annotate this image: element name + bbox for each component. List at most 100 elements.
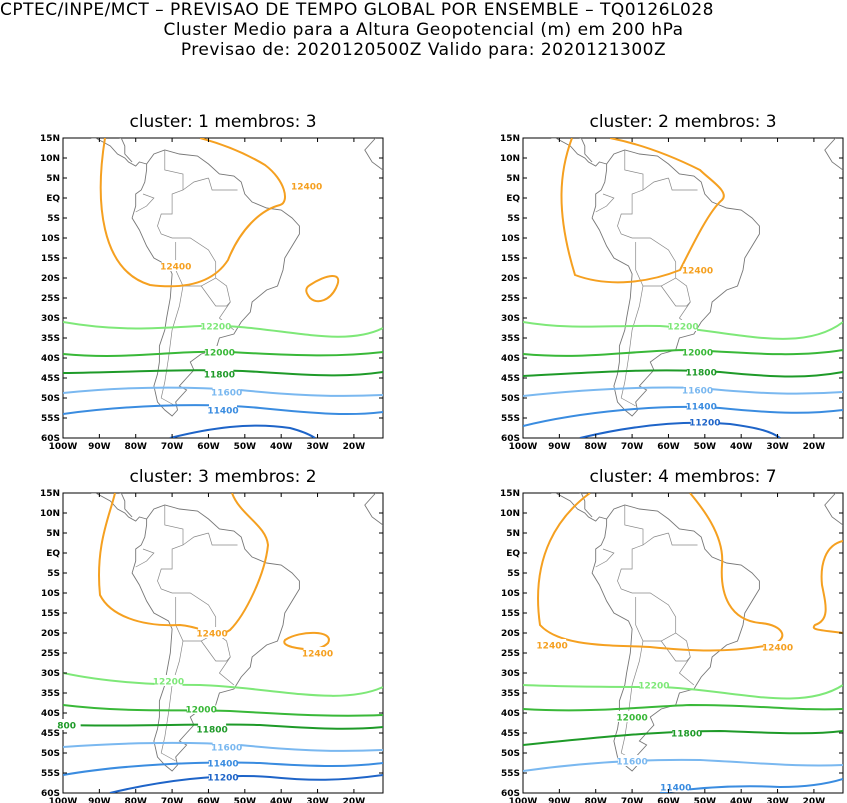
contour-11400 [63,404,383,416]
contour-12200 [523,321,843,340]
lon-label: 50W [234,797,257,803]
lat-label: 5N [506,529,520,539]
contour-label-bg [618,755,647,766]
country-border [595,193,615,213]
lat-label: 55S [501,414,520,424]
lon-label: 20W [803,442,826,450]
contour-label-bg [303,647,332,658]
map-panel-cluster-4: cluster: 4 membros: 7 12400 12400 12200 120… [460,465,847,803]
contour-label: 12200 [153,678,184,688]
lat-label: 20S [41,274,60,284]
lon-label: 100W [49,442,78,450]
country-border [617,177,677,287]
contour-label: 12000 [682,349,713,359]
contour-label: 11600 [682,387,713,397]
lat-label: 15N [40,489,60,499]
country-border [668,177,698,191]
lon-label: 40W [730,797,753,803]
south-america-coastline [591,149,760,417]
country-border [617,532,677,642]
lon-label: 20W [803,797,826,803]
panel-title: cluster: 2 membros: 3 [589,112,777,132]
lat-label: EQ [46,194,60,204]
lat-label: 10S [41,589,60,599]
country-border [200,277,231,307]
lat-label: 50S [41,749,60,759]
contour-label: 12400 [196,630,227,640]
contour-label-bg [205,346,234,357]
lat-label: 45S [41,729,60,739]
central-america-coastline [91,493,147,522]
lon-label: 60W [657,797,680,803]
country-border [157,532,217,642]
lon-label: 70W [621,797,644,803]
contour-label-bg [763,641,792,652]
country-border [624,505,644,545]
lat-label: 35S [41,689,60,699]
lat-label: EQ [506,194,520,204]
contour-12400 [305,275,340,303]
lat-label: 45S [41,374,60,384]
contour-label: 11400 [686,403,717,413]
contour-label-bg [205,368,234,379]
contour-label: 11800 [196,726,227,736]
contour-label-bg [669,320,697,331]
country-border [208,177,238,191]
lat-label: 55S [41,769,60,779]
contour-label: 12400 [682,267,713,277]
contour-12400 [99,138,286,288]
map-panel-cluster-3: cluster: 3 membros: 2 12400 12400 12200 120… [0,465,390,803]
country-border [660,277,691,307]
lon-label: 50W [694,442,717,450]
lat-label: 55S [41,414,60,424]
lon-label: 30W [766,797,789,803]
lat-label: 10N [500,509,520,519]
lon-label: 40W [270,442,293,450]
lat-label: 15S [41,609,60,619]
contour-label-bg [687,366,716,377]
contour-12400 [560,138,725,284]
lat-label: 5N [46,529,60,539]
lon-label: 70W [621,442,644,450]
lat-label: 5S [47,214,60,224]
lat-label: 20S [501,274,520,284]
header-line-1: CPTEC/INPE/MCT – PREVISAO DE TEMPO GLOBA… [0,0,714,20]
contour-label-bg [690,416,719,427]
lat-label: 15S [41,254,60,264]
contour-label: 11600 [616,758,647,768]
lat-label: 15N [500,134,520,144]
lon-label: 50W [694,797,717,803]
contour-label-bg [212,386,241,397]
lat-label: 60S [501,789,520,799]
lat-label: 40S [41,709,60,719]
panel-title: cluster: 3 membros: 2 [129,467,317,487]
lat-label: 5N [46,174,60,184]
contour-12200 [63,672,383,697]
lat-label: 60S [41,434,60,444]
contour-label: 11600 [211,389,242,399]
lon-label: 80W [125,797,148,803]
lon-label: 30W [766,442,789,450]
contour-label: 800 [57,722,76,732]
contour-12000 [523,703,843,712]
lat-label: 20S [41,629,60,639]
contour-label-bg [209,757,237,768]
south-america-coastline [591,504,760,772]
contour-label: 12200 [638,682,669,692]
contour-label: 12200 [667,323,698,333]
lat-label: 10S [501,234,520,244]
contour-label-bg [52,719,81,730]
country-border [624,150,644,190]
central-america-coastline [91,138,147,167]
contour-label: 11800 [671,730,702,740]
contour-label: 11800 [204,371,235,381]
country-border [668,532,698,546]
lon-label: 30W [306,442,329,450]
africa-coastline [824,138,843,171]
contour-11800 [523,729,843,746]
contour-label-bg [161,260,190,271]
map-frame [522,492,844,794]
map-panel-cluster-1: cluster: 1 membros: 3 12400 12400 12200 120… [0,110,390,450]
contour-12200 [63,321,383,338]
lon-label: 100W [509,797,538,803]
